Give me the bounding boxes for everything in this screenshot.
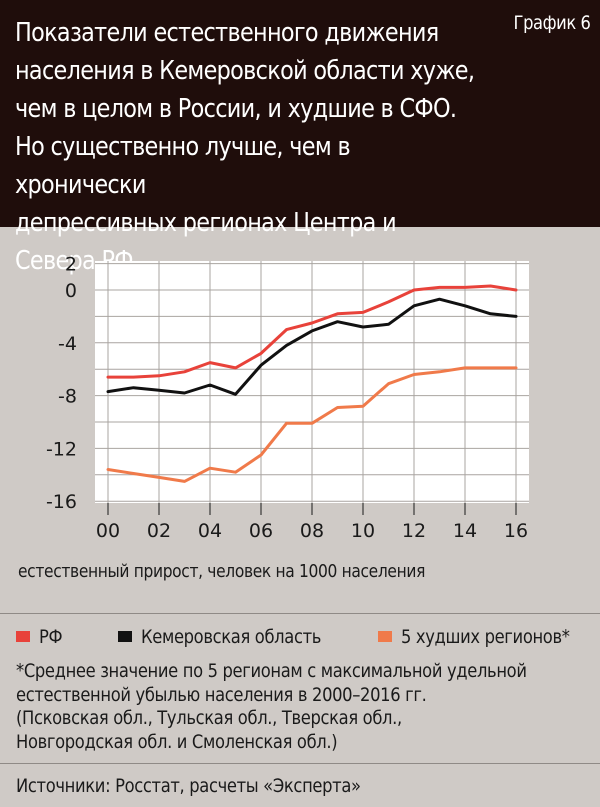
chart-header: Показатели естественного движения населе… bbox=[0, 0, 600, 276]
series-line-1 bbox=[106, 297, 518, 396]
x-tick-label: 00 bbox=[96, 520, 120, 542]
footnote: *Среднее значение по 5 регионам с максим… bbox=[16, 660, 527, 753]
series-line-0 bbox=[106, 284, 518, 379]
chart-title: Показатели естественного движения населе… bbox=[15, 18, 475, 276]
divider-bottom bbox=[0, 763, 600, 764]
chart-number-tag: График 6 bbox=[513, 12, 590, 34]
y-tick-label: -4 bbox=[58, 333, 77, 355]
y-tick-label: 2 bbox=[65, 254, 77, 276]
legend-item-rf: РФ bbox=[16, 626, 66, 648]
y-tick-label: -16 bbox=[46, 491, 77, 513]
divider-top bbox=[0, 613, 600, 614]
y-tick-label: -12 bbox=[46, 438, 77, 460]
x-tick-label: 04 bbox=[198, 520, 222, 542]
x-tick-label: 08 bbox=[300, 520, 324, 542]
series-line-2 bbox=[106, 366, 518, 483]
x-tick-label: 02 bbox=[147, 520, 171, 542]
x-axis-ticks: 00 02 04 06 08 10 12 14 16 bbox=[96, 503, 528, 542]
x-tick-label: 06 bbox=[249, 520, 273, 542]
x-tick-label: 16 bbox=[504, 520, 528, 542]
x-tick-label: 14 bbox=[453, 520, 477, 542]
series-lines bbox=[106, 284, 518, 483]
legend-item-kemerovo: Кемеровская область bbox=[118, 626, 350, 648]
source-note: Источники: Росстат, расчеты «Эксперта» bbox=[16, 775, 361, 797]
line-chart: 2 0 -4 -8 -12 -16 00 02 04 06 08 10 12 14 16 bbox=[46, 254, 529, 542]
legend-item-worst: 5 худших регионов* bbox=[378, 626, 597, 648]
legend-swatch-worst bbox=[378, 631, 392, 642]
x-axis-label: естественный прирост, человек на 1000 на… bbox=[18, 561, 426, 582]
x-tick-label: 12 bbox=[402, 520, 426, 542]
legend-label-kemerovo: Кемеровская область bbox=[141, 626, 322, 648]
y-tick-label: -8 bbox=[58, 386, 77, 408]
legend-swatch-rf bbox=[16, 631, 30, 642]
legend-label-worst: 5 худших регионов* bbox=[401, 626, 570, 648]
y-tick-label: 0 bbox=[65, 280, 77, 302]
y-axis-ticks: 2 0 -4 -8 -12 -16 bbox=[46, 254, 77, 514]
legend-label-rf: РФ bbox=[39, 626, 63, 648]
x-tick-label: 10 bbox=[351, 520, 375, 542]
grid-lines bbox=[95, 261, 529, 503]
legend-swatch-kemerovo bbox=[118, 631, 132, 642]
